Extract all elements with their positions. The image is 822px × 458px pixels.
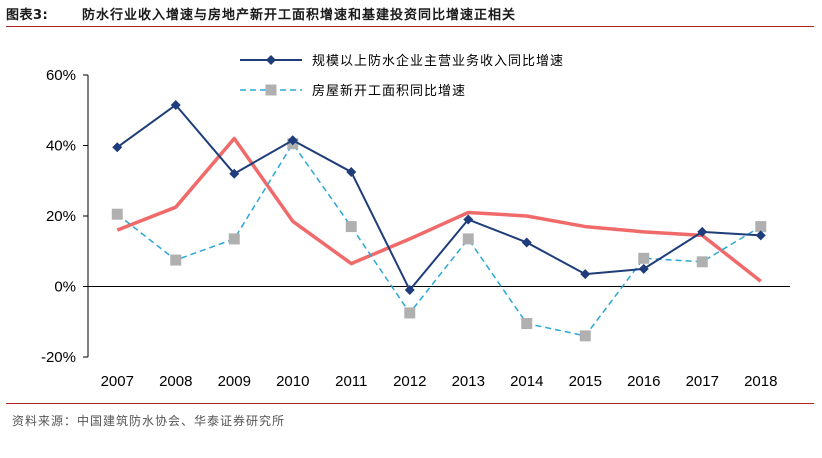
data-point — [404, 307, 416, 319]
legend-swatch-marker — [266, 55, 276, 65]
top-rule — [6, 26, 814, 27]
series-1 — [116, 136, 762, 283]
x-tick-label: 2015 — [569, 373, 602, 390]
data-point — [638, 252, 650, 264]
x-tick-label: 2009 — [218, 373, 251, 390]
x-tick-label: 2010 — [276, 373, 309, 390]
data-point — [521, 237, 532, 248]
data-point — [462, 233, 474, 245]
series-layer — [111, 99, 767, 342]
series-2 — [111, 138, 767, 342]
data-point — [112, 142, 123, 153]
x-axis: 2007 2008 2009 2010 2011 2012 2013 2014 2015 2016… — [88, 286, 790, 390]
x-tick-label: 2008 — [159, 373, 192, 390]
x-tick-label: 2007 — [101, 373, 134, 390]
series-line — [116, 103, 761, 292]
data-point — [696, 256, 708, 268]
data-point — [580, 269, 591, 280]
data-point — [111, 208, 123, 220]
y-axis: -20% 0% 20% 40% 60% — [41, 67, 89, 366]
data-point — [697, 226, 708, 237]
source-note: 资料来源：中国建筑防水协会、华泰证券研究所 — [12, 414, 286, 428]
data-point — [170, 99, 181, 110]
x-tick-label: 2014 — [510, 373, 543, 390]
legend-label: 规模以上防水企业主营业务收入同比增速 — [312, 53, 564, 69]
x-tick-label: 2013 — [452, 373, 485, 390]
data-point — [755, 230, 766, 241]
x-tick-label: 2012 — [393, 373, 426, 390]
y-tick-label: -20% — [41, 349, 76, 366]
data-point — [229, 168, 240, 179]
y-tick-label: 60% — [46, 67, 76, 84]
figure-label: 图表3: — [6, 8, 49, 23]
data-point — [287, 135, 298, 146]
data-point — [638, 263, 649, 274]
bottom-rule — [6, 403, 814, 404]
legend-label: 房屋新开工面积同比增速 — [312, 83, 466, 99]
x-tick-label: 2016 — [627, 373, 660, 390]
figure-title: 防水行业收入增速与房地产新开工面积增速和基建投资同比增速正相关 — [82, 8, 517, 23]
legend-swatch-marker — [265, 84, 277, 96]
data-point — [579, 330, 591, 342]
data-point — [346, 166, 357, 177]
data-point — [755, 221, 767, 233]
y-tick-label: 0% — [54, 279, 76, 296]
y-tick-label: 20% — [46, 208, 76, 225]
x-tick-label: 2017 — [686, 373, 719, 390]
series-line — [116, 142, 762, 337]
x-tick-label: 2011 — [335, 373, 367, 390]
data-point — [404, 285, 415, 296]
y-tick-label: 40% — [46, 138, 76, 155]
data-point — [228, 233, 240, 245]
figure-header: 图表3: 防水行业收入增速与房地产新开工面积增速和基建投资同比增速正相关 — [6, 4, 814, 28]
data-point — [463, 214, 474, 225]
series-0 — [112, 99, 766, 296]
data-point — [170, 254, 182, 266]
x-tick-label: 2018 — [744, 373, 777, 390]
data-point — [521, 318, 533, 330]
series-line — [116, 136, 762, 283]
data-point — [345, 221, 357, 233]
